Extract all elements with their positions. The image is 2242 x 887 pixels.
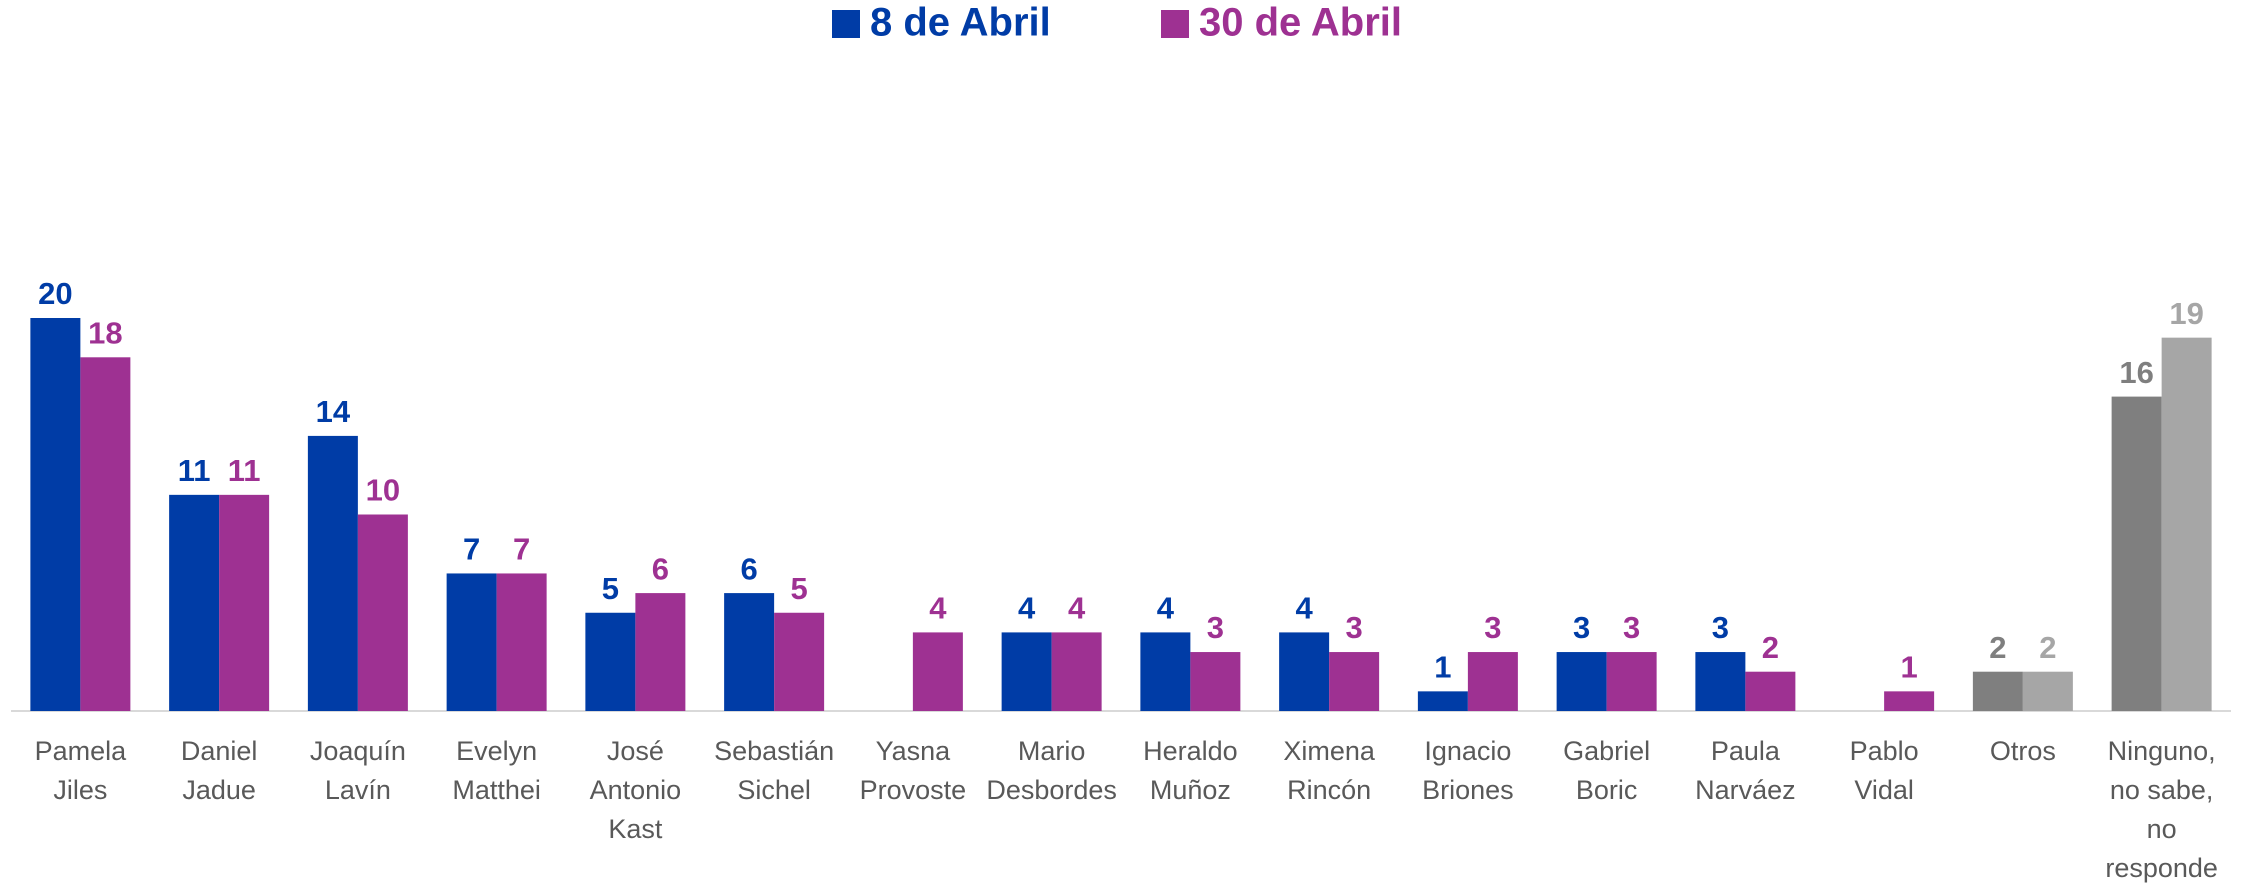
bar bbox=[80, 357, 131, 711]
value-label: 7 bbox=[463, 532, 480, 567]
x-tick-label: Pablo bbox=[1850, 736, 1919, 766]
value-label: 4 bbox=[1018, 591, 1036, 626]
value-label: 6 bbox=[652, 551, 669, 586]
value-label: 1 bbox=[1434, 650, 1451, 685]
bar bbox=[1001, 632, 1052, 711]
bar bbox=[1884, 691, 1935, 711]
value-label: 19 bbox=[2169, 296, 2203, 331]
value-label: 14 bbox=[316, 394, 351, 429]
value-label: 3 bbox=[1484, 610, 1501, 645]
value-label: 11 bbox=[228, 453, 261, 488]
value-label: 3 bbox=[1712, 610, 1729, 645]
value-label: 6 bbox=[741, 551, 758, 586]
x-tick-label: Joaquín bbox=[310, 736, 406, 766]
value-label: 3 bbox=[1207, 610, 1224, 645]
bar bbox=[1467, 652, 1518, 711]
value-label: 18 bbox=[88, 315, 122, 350]
value-label: 2 bbox=[1762, 630, 1779, 665]
value-label: 11 bbox=[178, 453, 211, 488]
value-label: 5 bbox=[791, 571, 808, 606]
legend-label: 30 de Abril bbox=[1199, 1, 1402, 45]
x-tick-label: Boric bbox=[1576, 775, 1638, 805]
bar bbox=[307, 435, 358, 711]
legend-swatch bbox=[832, 10, 860, 38]
bar bbox=[219, 494, 270, 711]
x-tick-label: Daniel bbox=[181, 736, 258, 766]
bar bbox=[30, 318, 81, 711]
x-tick-label: Jiles bbox=[53, 775, 107, 805]
value-label: 3 bbox=[1623, 610, 1640, 645]
value-label: 4 bbox=[1068, 591, 1086, 626]
x-tick-label: Gabriel bbox=[1563, 736, 1650, 766]
value-label: 1 bbox=[1901, 650, 1918, 685]
value-label: 3 bbox=[1346, 610, 1363, 645]
x-tick-label: Vidal bbox=[1854, 775, 1914, 805]
value-label: 4 bbox=[1296, 591, 1314, 626]
x-tick-label: Provoste bbox=[860, 775, 967, 805]
bar bbox=[912, 632, 963, 711]
x-tick-label: Muñoz bbox=[1150, 775, 1231, 805]
x-tick-label: Yasna bbox=[876, 736, 952, 766]
legend-swatch bbox=[1161, 10, 1189, 38]
value-label: 2 bbox=[2039, 630, 2056, 665]
x-tick-label: Mario bbox=[1018, 736, 1086, 766]
value-label: 5 bbox=[602, 571, 619, 606]
bar bbox=[1695, 652, 1746, 711]
bar bbox=[1190, 652, 1241, 711]
bar bbox=[1140, 632, 1191, 711]
x-tick-label: Paula bbox=[1711, 736, 1781, 766]
x-tick-label: Otros bbox=[1990, 736, 2056, 766]
bar bbox=[1279, 632, 1330, 711]
bar bbox=[357, 514, 408, 711]
bar bbox=[1606, 652, 1657, 711]
x-tick-label: Kast bbox=[608, 814, 663, 844]
x-tick-label: no bbox=[2147, 814, 2177, 844]
x-tick-label: Heraldo bbox=[1143, 736, 1238, 766]
x-tick-label: Sichel bbox=[737, 775, 811, 805]
bar bbox=[635, 593, 686, 711]
bar bbox=[1329, 652, 1380, 711]
legend-label: 8 de Abril bbox=[870, 1, 1051, 45]
bar bbox=[496, 573, 547, 711]
x-tick-label: Narváez bbox=[1695, 775, 1796, 805]
bar bbox=[1556, 652, 1607, 711]
x-tick-label: Ximena bbox=[1283, 736, 1376, 766]
x-tick-label: Ninguno, bbox=[2108, 736, 2216, 766]
bar bbox=[2161, 337, 2212, 711]
bar bbox=[1051, 632, 1102, 711]
bar bbox=[1745, 671, 1796, 711]
value-label: 4 bbox=[1157, 591, 1175, 626]
x-tick-label: Sebastián bbox=[714, 736, 834, 766]
value-label: 10 bbox=[366, 473, 400, 508]
bar bbox=[1417, 691, 1468, 711]
value-label: 20 bbox=[38, 276, 72, 311]
bar bbox=[446, 573, 497, 711]
x-tick-label: Desbordes bbox=[986, 775, 1117, 805]
x-tick-label: Antonio bbox=[590, 775, 682, 805]
x-tick-label: Rincón bbox=[1287, 775, 1371, 805]
x-tick-label: Jadue bbox=[182, 775, 256, 805]
bar bbox=[2111, 396, 2162, 711]
value-label: 2 bbox=[1989, 630, 2006, 665]
x-tick-label: Lavín bbox=[325, 775, 391, 805]
x-tick-label: Briones bbox=[1422, 775, 1514, 805]
x-tick-label: Ignacio bbox=[1424, 736, 1511, 766]
value-label: 16 bbox=[2119, 355, 2153, 390]
value-label: 7 bbox=[513, 532, 530, 567]
bar bbox=[774, 612, 825, 711]
bar bbox=[724, 593, 775, 711]
x-tick-label: Matthei bbox=[452, 775, 541, 805]
x-tick-label: Pamela bbox=[35, 736, 128, 766]
x-tick-label: responde bbox=[2105, 853, 2218, 883]
bar bbox=[585, 612, 636, 711]
bar bbox=[1972, 671, 2023, 711]
value-label: 3 bbox=[1573, 610, 1590, 645]
value-label: 4 bbox=[929, 591, 947, 626]
x-tick-label: José bbox=[607, 736, 664, 766]
x-tick-label: Evelyn bbox=[456, 736, 537, 766]
bar bbox=[2022, 671, 2073, 711]
x-tick-label: no sabe, bbox=[2110, 775, 2214, 805]
bar bbox=[169, 494, 220, 711]
